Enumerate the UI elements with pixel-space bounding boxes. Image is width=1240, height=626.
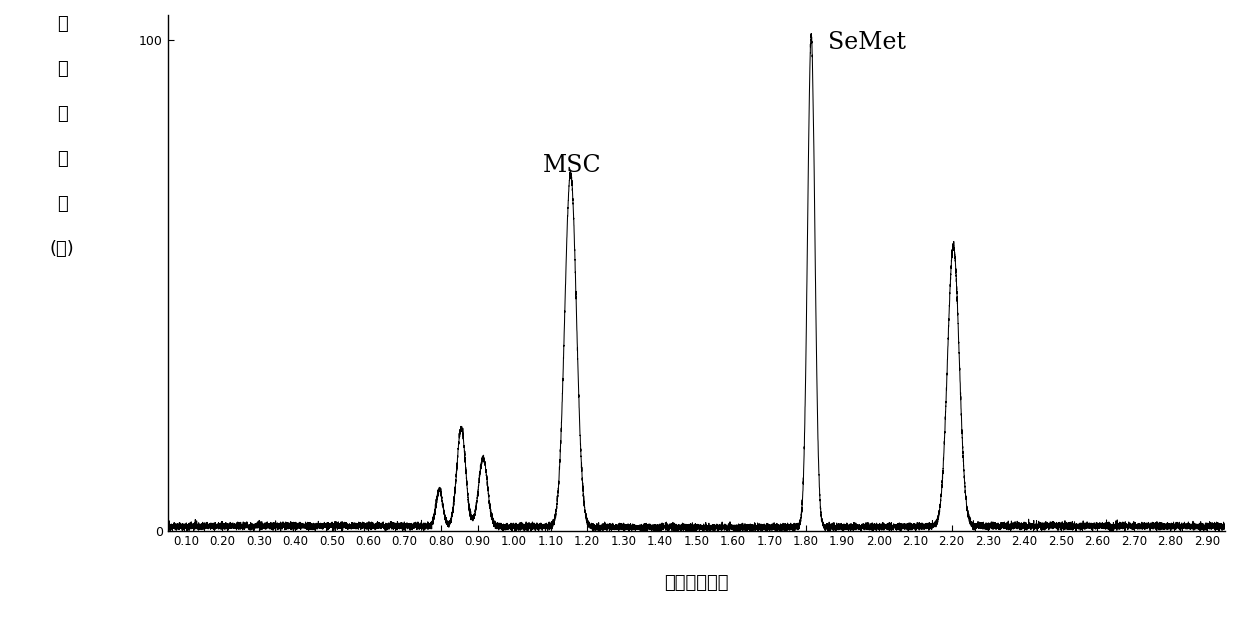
Text: 値: 値 <box>57 195 68 213</box>
Text: 对: 对 <box>57 60 68 78</box>
Text: 应: 应 <box>57 150 68 168</box>
Text: MSC: MSC <box>543 154 601 177</box>
Text: (％): (％) <box>50 240 74 259</box>
Text: 时间（分钟）: 时间（分钟） <box>665 575 729 592</box>
Text: 响: 响 <box>57 105 68 123</box>
Text: SeMet: SeMet <box>827 31 905 54</box>
Text: 相: 相 <box>57 15 68 33</box>
